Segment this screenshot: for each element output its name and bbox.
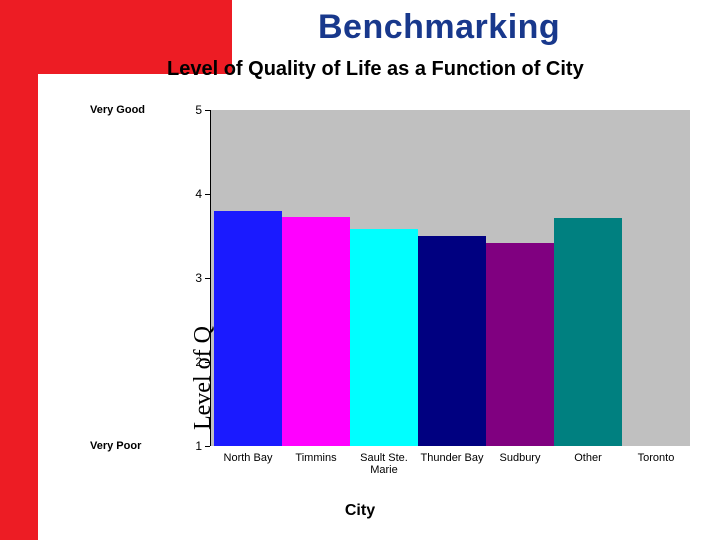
x-category-label: Toronto	[620, 452, 692, 464]
bar	[350, 229, 418, 446]
y-tick-label: 5	[180, 103, 202, 117]
y-tick-label: 4	[180, 187, 202, 201]
x-category-label: Thunder Bay	[416, 452, 488, 464]
y-tick	[205, 110, 210, 111]
x-category-label: North Bay	[212, 452, 284, 464]
x-category-label: Other	[552, 452, 624, 464]
x-axis-title: City	[0, 502, 720, 520]
chart-subtitle: Level of Quality of Life as a Function o…	[167, 58, 584, 81]
bar	[554, 218, 622, 446]
bar	[282, 217, 350, 446]
bar	[418, 236, 486, 446]
y-tick-label: 3	[180, 271, 202, 285]
red-sidebar	[0, 0, 38, 540]
slide-root: Benchmarking Level of Quality of Life as…	[0, 0, 720, 540]
y-tick	[205, 194, 210, 195]
page-title: Benchmarking	[318, 8, 560, 47]
y-tick	[205, 278, 210, 279]
y-qual-label: Very Poor	[90, 440, 175, 452]
y-tick-label: 1	[180, 439, 202, 453]
bar	[214, 211, 282, 446]
y-qual-label: Very Good	[90, 104, 175, 116]
y-axis-title-fragment: Level of Q	[190, 326, 217, 430]
y-tick	[205, 446, 210, 447]
x-category-label: Timmins	[280, 452, 352, 464]
bar	[486, 243, 554, 446]
x-category-label: Sudbury	[484, 452, 556, 464]
x-category-label: Sault Ste. Marie	[348, 452, 420, 476]
